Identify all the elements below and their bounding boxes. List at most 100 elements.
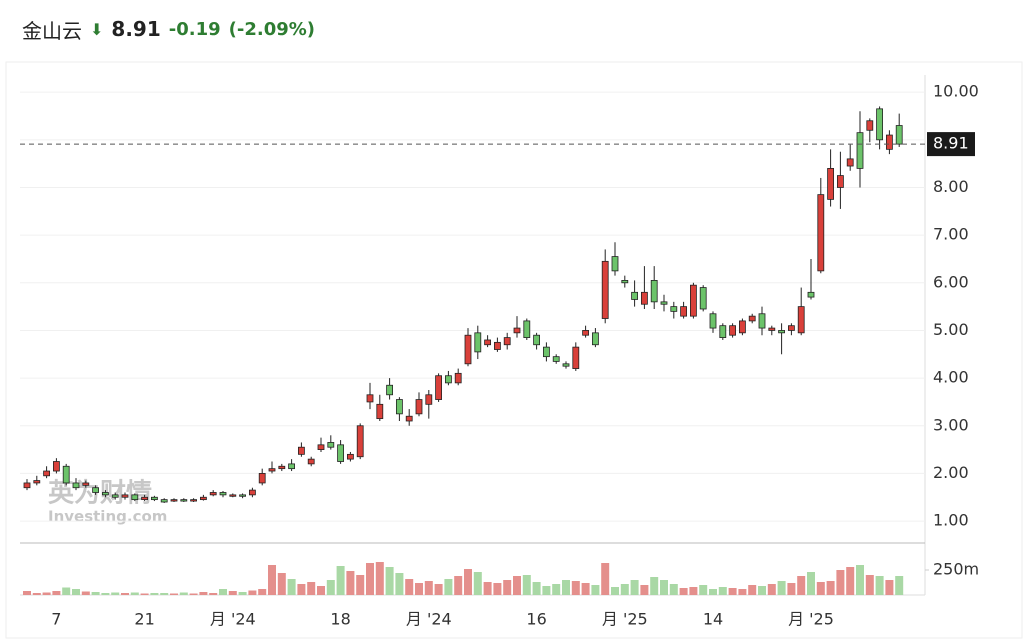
candle-body (268, 468, 276, 472)
volume-bar (189, 593, 198, 595)
volume-bar (317, 586, 325, 595)
volume-bar (611, 587, 619, 595)
volume-bar (826, 581, 835, 595)
volume-bar (777, 581, 786, 595)
candle-body (690, 284, 697, 317)
x-tick-label: 14 (703, 610, 723, 629)
volume-bar (464, 569, 472, 595)
candle-body (856, 132, 864, 169)
candle-body (788, 325, 795, 331)
volume-bar (219, 589, 227, 595)
candle-body (366, 394, 374, 403)
candle-body (611, 256, 619, 272)
y-tick-label: 8.00 (933, 177, 969, 196)
stock-name: 金山云 (22, 18, 82, 43)
volume-bar (483, 582, 492, 595)
volume-bar (121, 593, 129, 595)
y-tick-label: 2.00 (933, 463, 969, 482)
header: 金山云 ⬇ 8.91 -0.19 (-2.09%) (22, 12, 315, 46)
candle-body (327, 442, 335, 448)
volume-bar (150, 593, 159, 595)
volume-bar (81, 591, 90, 595)
candle-body (376, 403, 384, 420)
volume-bar (444, 579, 453, 595)
price-change-pct: (-2.09%) (228, 18, 316, 40)
x-tick-label: 16 (526, 610, 546, 629)
candle-body (160, 499, 168, 503)
candle-body (258, 473, 266, 484)
candle-body (33, 480, 41, 484)
candle-body (739, 320, 746, 334)
candle-body (219, 492, 227, 496)
candle-body (513, 327, 521, 334)
stock-price: 8.91 (111, 17, 161, 41)
volume-bar (571, 581, 580, 595)
candle-body (895, 125, 903, 145)
candle-body (170, 499, 178, 502)
x-tick-label: 月 '24 (210, 610, 256, 629)
volume-bar (307, 582, 316, 595)
volume-bar (640, 585, 649, 595)
volume-bar (552, 584, 561, 595)
candle-body (337, 444, 345, 462)
volume-bar (268, 565, 276, 595)
volume-bar (258, 589, 267, 595)
candle-body (631, 291, 638, 300)
volume-bar (248, 590, 257, 595)
candle-body (474, 332, 482, 353)
candle-body (111, 494, 119, 498)
candle-body (405, 415, 413, 422)
x-tick-label: 7 (51, 610, 61, 629)
volume-bar (728, 588, 737, 595)
candle-body (150, 496, 158, 501)
volume-tick-label: 250m (933, 560, 979, 579)
candle-body (278, 465, 286, 470)
volume-bar (130, 592, 139, 595)
candle-body (356, 425, 364, 458)
candle-body (846, 158, 854, 167)
candle-body (23, 482, 31, 489)
x-tick-label: 月 '25 (788, 610, 834, 629)
chart-frame (5, 61, 1023, 639)
volume-bar (228, 591, 237, 595)
candle-body (572, 346, 580, 369)
candle-body (180, 499, 188, 502)
candle-body (493, 341, 501, 350)
y-tick-label: 6.00 (933, 272, 969, 291)
candle-body (209, 492, 217, 496)
volume-bar (473, 572, 482, 595)
candle-body (817, 194, 825, 272)
volume-bar (72, 589, 80, 595)
candle-body (876, 108, 883, 141)
volume-bar (718, 587, 727, 595)
volume-bar (513, 576, 521, 595)
y-tick-label: 4.00 (933, 368, 969, 387)
volume-bar (601, 563, 610, 595)
candle-body (709, 313, 717, 329)
candle-body (562, 363, 570, 367)
candle-body (102, 492, 109, 496)
x-tick-label: 18 (330, 610, 350, 629)
candle-body (797, 306, 805, 334)
candle-body (435, 375, 443, 400)
volume-bar (669, 584, 678, 595)
volume-bar (140, 593, 149, 595)
candle-body (141, 496, 149, 501)
candle-body (386, 384, 394, 396)
candle-body (346, 453, 354, 460)
volume-bar (42, 592, 51, 595)
candle-body (82, 482, 90, 486)
candle-body (72, 482, 80, 489)
candle-body (239, 494, 247, 497)
y-tick-label: 10.00 (933, 82, 979, 101)
candle-body (307, 458, 315, 465)
volume-bar (62, 587, 71, 595)
candle-body (543, 346, 550, 358)
candle-body (425, 394, 433, 405)
volume-bar (620, 584, 629, 595)
volume-bar (101, 593, 110, 595)
candle-body (297, 446, 305, 455)
candle-body (454, 372, 462, 384)
candle-body (53, 461, 60, 472)
